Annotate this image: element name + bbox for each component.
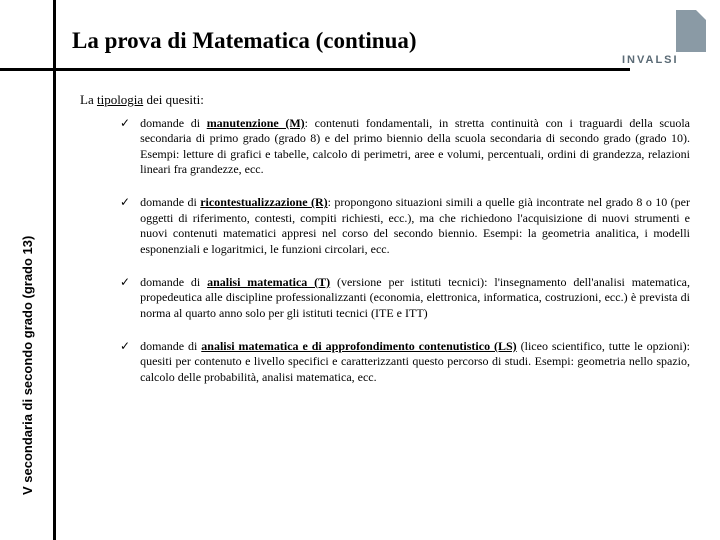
item-lead: domande di: [140, 195, 200, 209]
logo-text: INVALSI: [622, 54, 679, 66]
logo-block-icon: [676, 10, 706, 52]
content-list: ✓ domande di manutenzione (M): contenuti…: [120, 116, 690, 403]
horizontal-rule: [0, 68, 630, 71]
page-title: La prova di Matematica (continua): [72, 28, 417, 54]
vertical-rule: [53, 0, 56, 540]
item-lead: domande di: [140, 275, 207, 289]
item-text: domande di analisi matematica e di appro…: [140, 339, 690, 385]
intro-line: La tipologia dei quesiti:: [80, 92, 204, 108]
item-key: analisi matematica (T): [207, 275, 330, 289]
item-text: domande di manutenzione (M): contenuti f…: [140, 116, 690, 177]
list-item: ✓ domande di analisi matematica e di app…: [120, 339, 690, 385]
intro-prefix: La: [80, 92, 97, 107]
item-key: manutenzione (M): [207, 116, 305, 130]
intro-suffix: dei quesiti:: [143, 92, 204, 107]
check-icon: ✓: [120, 116, 130, 177]
check-icon: ✓: [120, 195, 130, 256]
list-item: ✓ domande di manutenzione (M): contenuti…: [120, 116, 690, 177]
item-key: ricontestualizzazione (R): [200, 195, 327, 209]
slide: INVALSI La prova di Matematica (continua…: [0, 0, 720, 540]
item-key: analisi matematica e di approfondimento …: [201, 339, 516, 353]
side-label: V secondaria di secondo grado (grado 13): [20, 236, 35, 495]
item-text: domande di analisi matematica (T) (versi…: [140, 275, 690, 321]
list-item: ✓ domande di analisi matematica (T) (ver…: [120, 275, 690, 321]
check-icon: ✓: [120, 275, 130, 321]
item-text: domande di ricontestualizzazione (R): pr…: [140, 195, 690, 256]
logo: INVALSI: [628, 10, 706, 66]
intro-underline: tipologia: [97, 92, 143, 107]
item-lead: domande di: [140, 116, 207, 130]
check-icon: ✓: [120, 339, 130, 385]
item-lead: domande di: [140, 339, 201, 353]
list-item: ✓ domande di ricontestualizzazione (R): …: [120, 195, 690, 256]
